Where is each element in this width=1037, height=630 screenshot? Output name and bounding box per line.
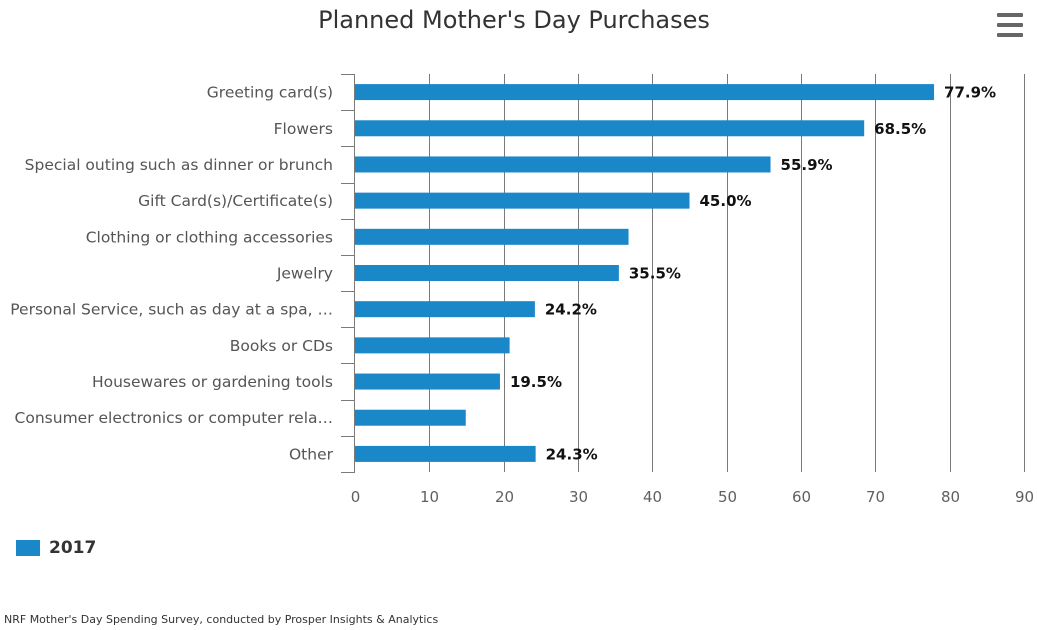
category-label: Clothing or clothing accessories <box>86 228 333 246</box>
bar <box>355 265 619 281</box>
category-labels: Greeting card(s) Flowers Special outing su… <box>10 84 333 464</box>
x-tick-label: 60 <box>792 488 811 506</box>
data-label: 24.2% <box>545 301 597 319</box>
hamburger-menu-icon[interactable] <box>994 11 1026 39</box>
data-label: 24.3% <box>546 445 598 463</box>
category-label: Other <box>289 445 334 463</box>
data-label: 68.5% <box>874 120 926 138</box>
data-label: 19.5% <box>510 373 562 391</box>
x-tick-label: 80 <box>941 488 960 506</box>
legend-swatch <box>16 540 40 556</box>
data-label: 77.9% <box>944 84 996 102</box>
data-label: 35.5% <box>629 265 681 283</box>
bar <box>355 409 466 426</box>
source-credit: NRF Mother's Day Spending Survey, conduc… <box>4 613 439 626</box>
x-tick-label: 0 <box>351 488 361 506</box>
legend-item-2017[interactable]: 2017 <box>16 538 96 558</box>
category-label: Personal Service, such as day at a spa, … <box>10 301 333 319</box>
x-tick-label: 50 <box>718 488 737 506</box>
category-label: Gift Card(s)/Certificate(s) <box>138 192 333 210</box>
category-label: Flowers <box>274 120 333 138</box>
category-label: Jewelry <box>276 265 333 283</box>
axis <box>341 74 355 473</box>
bar <box>355 228 629 245</box>
bar <box>355 373 500 390</box>
bar <box>355 301 535 318</box>
x-tick-label: 40 <box>643 488 662 506</box>
bar <box>355 156 771 173</box>
category-label: Housewares or gardening tools <box>92 373 333 391</box>
data-labels: 77.9% 68.5% 55.9% 45.0% 35.5% 24.2% 19.5% 24.3% <box>510 84 996 464</box>
chart-title: Planned Mother's Day Purchases <box>318 6 710 34</box>
data-label: 55.9% <box>781 156 833 174</box>
x-tick-label: 10 <box>420 488 439 506</box>
bar-chart: Greeting card(s) Flowers Special outing su… <box>10 74 1034 506</box>
category-label: Books or CDs <box>230 337 333 355</box>
tick-labels: 0 10 20 30 40 50 60 70 80 90 <box>351 488 1034 506</box>
bars <box>355 84 935 462</box>
bar <box>355 84 935 101</box>
x-tick-label: 20 <box>495 488 514 506</box>
bar <box>355 120 865 137</box>
x-tick-label: 70 <box>866 488 885 506</box>
data-label: 45.0% <box>700 192 752 210</box>
bar <box>355 192 690 209</box>
x-tick-label: 90 <box>1015 488 1034 506</box>
bar <box>355 445 536 462</box>
category-label: Consumer electronics or computer rela… <box>15 409 333 427</box>
x-tick-label: 30 <box>569 488 588 506</box>
legend-label: 2017 <box>49 538 97 558</box>
category-label: Special outing such as dinner or brunch <box>25 156 333 174</box>
category-label: Greeting card(s) <box>207 84 333 102</box>
bar <box>355 337 510 354</box>
